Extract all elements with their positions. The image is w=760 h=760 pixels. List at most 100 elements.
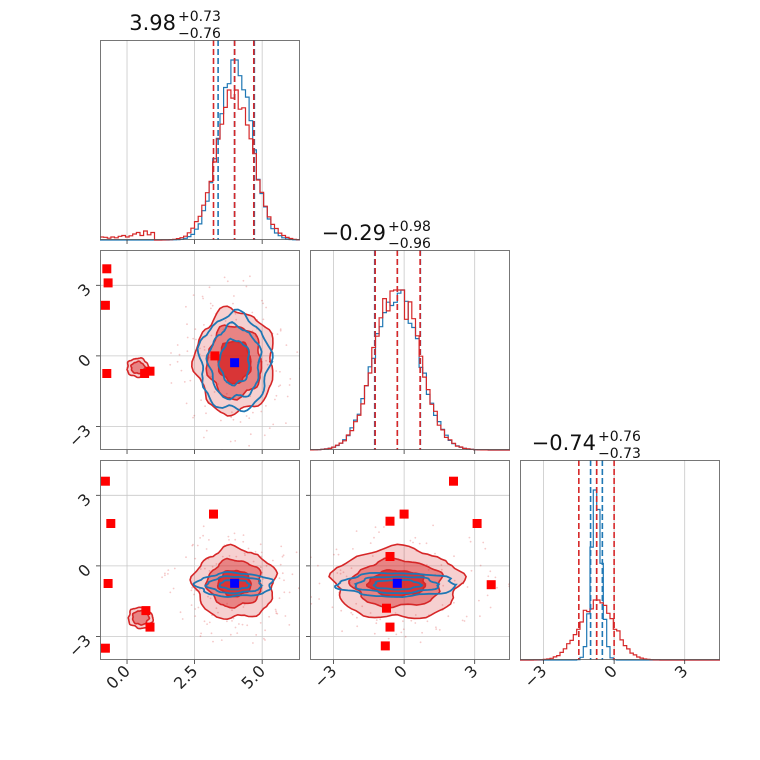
- joint-panel-1-sample-dot: [302, 341, 304, 343]
- joint-panel-1-bg: [100, 250, 300, 450]
- joint-panel-1-sample-dot: [203, 324, 205, 326]
- joint-panel-3-sample-dot: [342, 571, 345, 574]
- joint-panel-3-sample-dot: [489, 606, 492, 609]
- joint-panel-2-sample-dot: [252, 560, 255, 563]
- joint-panel-2-sample-dot: [234, 538, 237, 541]
- joint-panel-2-sample-dot: [199, 635, 202, 638]
- joint-panel-1-sample-dot: [210, 334, 213, 337]
- joint-panel-1-sample-dot: [265, 359, 267, 362]
- joint-panel-2-outlier-4: [145, 622, 155, 632]
- joint-panel-1-sample-dot: [203, 436, 205, 439]
- joint-panel-2-sample-dot: [259, 566, 262, 569]
- joint-panel-2-sample-dot: [215, 563, 218, 565]
- joint-panel-2-sample-dot: [220, 639, 223, 641]
- joint-panel-1-outlier-1: [103, 278, 113, 288]
- joint-panel-3-sample-dot: [318, 598, 320, 600]
- joint-panel-3-sample-dot: [373, 536, 375, 539]
- joint-panel-1-plot-area: [100, 250, 304, 455]
- joint-panel-2-sample-dot: [196, 544, 199, 547]
- joint-panel-2-outlier-6: [100, 643, 110, 653]
- joint-panel-3-contour-a-2: [333, 571, 458, 599]
- joint-panel-1-sample-dot: [186, 336, 189, 339]
- joint-panel-1-sample-dot: [233, 295, 235, 297]
- joint-panel-3-sample-dot: [414, 536, 417, 539]
- joint-panel-1-sample-dot: [192, 337, 195, 340]
- joint-panel-3-contour-a-0: [372, 579, 424, 591]
- joint-panel-2-sample-dot: [197, 606, 200, 609]
- joint-panel-1-sample-dot: [185, 402, 188, 405]
- joint-panel-3-sample-dot: [435, 626, 437, 629]
- joint-panel-2-ytick-label-0: −3: [65, 631, 95, 661]
- joint-panel-1-sample-dot: [222, 451, 224, 453]
- marginal-panel-2: [310, 250, 510, 454]
- joint-panel-1-sample-dot: [208, 356, 211, 359]
- joint-panel-1-sample-dot: [176, 344, 179, 346]
- joint-panel-3-contour-a-1: [353, 575, 441, 595]
- joint-panel-1-sample-dot: [210, 307, 212, 310]
- joint-panel-3-sample-dot: [438, 629, 441, 631]
- joint-panel-3-sample-dot: [466, 586, 469, 588]
- joint-panel-2-ytick-label-1: 0: [74, 560, 95, 581]
- joint-panel-1-sample-dot: [235, 318, 238, 321]
- joint-panel-3-sample-dot: [453, 579, 456, 582]
- joint-panel-3-sample-dot: [375, 619, 378, 621]
- joint-panel-1-sample-dot: [276, 333, 279, 335]
- joint-panel-1-contour-a-2: [196, 308, 274, 413]
- joint-panel-3-sample-dot: [335, 548, 338, 551]
- joint-panel-2-sample-dot: [190, 589, 193, 592]
- joint-panel-3-sample-dot: [339, 572, 342, 575]
- joint-panel-2-sample-dot: [291, 573, 294, 576]
- joint-panel-3-outlier-3: [449, 476, 458, 486]
- joint-panel-3-sample-dot: [441, 604, 444, 606]
- joint-panel-3-sample-dot: [479, 564, 482, 567]
- joint-panel-1-sample-dot: [223, 276, 226, 279]
- joint-panel-2-sample-dot: [210, 632, 213, 635]
- joint-panel-1-sample-dot: [248, 417, 251, 420]
- joint-panel-3: −3 0 3: [306, 460, 510, 692]
- marginal-panel-3-xtick-label-0: −3: [520, 661, 550, 691]
- joint-panel-1-outlier-4: [140, 369, 150, 378]
- joint-panel-2-sample-dot: [274, 608, 277, 611]
- joint-panel-2-xtick-label-1: 2.5: [170, 661, 201, 692]
- joint-panel-1-sample-dot: [220, 419, 222, 422]
- joint-panel-2-sample-dot: [167, 573, 169, 575]
- joint-panel-2-xtick-label-0: 0.0: [102, 661, 133, 692]
- joint-panel-1-sample-dot: [208, 286, 211, 289]
- joint-panel-2-sample-dot: [231, 620, 233, 622]
- joint-panel-1-sample-dot: [231, 411, 233, 414]
- joint-panel-2-sample-dot: [190, 604, 193, 606]
- joint-panel-1-sample-dot: [275, 370, 278, 372]
- joint-panel-2-sample-dot: [207, 595, 209, 598]
- marginal-panel-3: −3 0 3: [520, 460, 720, 692]
- joint-panel-1-sample-dot: [209, 302, 212, 305]
- joint-panel-3-frame: [310, 460, 510, 660]
- joint-panel-3-sample-dot: [318, 582, 321, 585]
- joint-panel-2-sample-dot: [295, 551, 298, 554]
- joint-panel-1-sample-dot: [265, 405, 267, 407]
- joint-panel-2-sample-dot: [164, 572, 166, 575]
- joint-panel-1-sample-dot: [261, 299, 263, 302]
- joint-panel-2-sample-dot: [288, 591, 291, 594]
- joint-panel-1-sample-dot: [170, 352, 172, 354]
- joint-panel-3-sample-dot: [487, 575, 490, 578]
- joint-panel-1-sample-dot: [238, 453, 240, 455]
- joint-panel-2-sample-dot: [281, 572, 284, 575]
- joint-panel-3-sample-dot: [465, 615, 468, 618]
- joint-panel-3-sample-dot: [482, 541, 485, 544]
- joint-panel-1-sample-dot: [274, 398, 276, 401]
- joint-panel-3-outlier-4: [472, 519, 482, 528]
- joint-panel-1-sample-dot: [203, 345, 206, 348]
- joint-panel-3-sample-dot: [432, 524, 434, 527]
- joint-panel-3-sample-dot: [421, 631, 423, 634]
- joint-panel-3-outlier-5: [486, 580, 496, 590]
- joint-panel-2: 0.0 2.5 5.0 −3 0 3: [65, 460, 300, 693]
- joint-panel-2-outlier-5: [209, 509, 218, 519]
- joint-panel-3-sample-dot: [369, 612, 372, 614]
- joint-panel-3-sample-dot: [469, 540, 472, 543]
- joint-panel-3-outlier-8: [380, 641, 390, 651]
- joint-panel-1-sample-dot: [199, 347, 201, 350]
- joint-panel-3-outlier-7: [385, 622, 395, 632]
- joint-panel-1-outlier-0: [102, 264, 112, 274]
- joint-panel-3-sample-dot: [374, 526, 377, 529]
- joint-panel-2-sample-dot: [233, 532, 236, 535]
